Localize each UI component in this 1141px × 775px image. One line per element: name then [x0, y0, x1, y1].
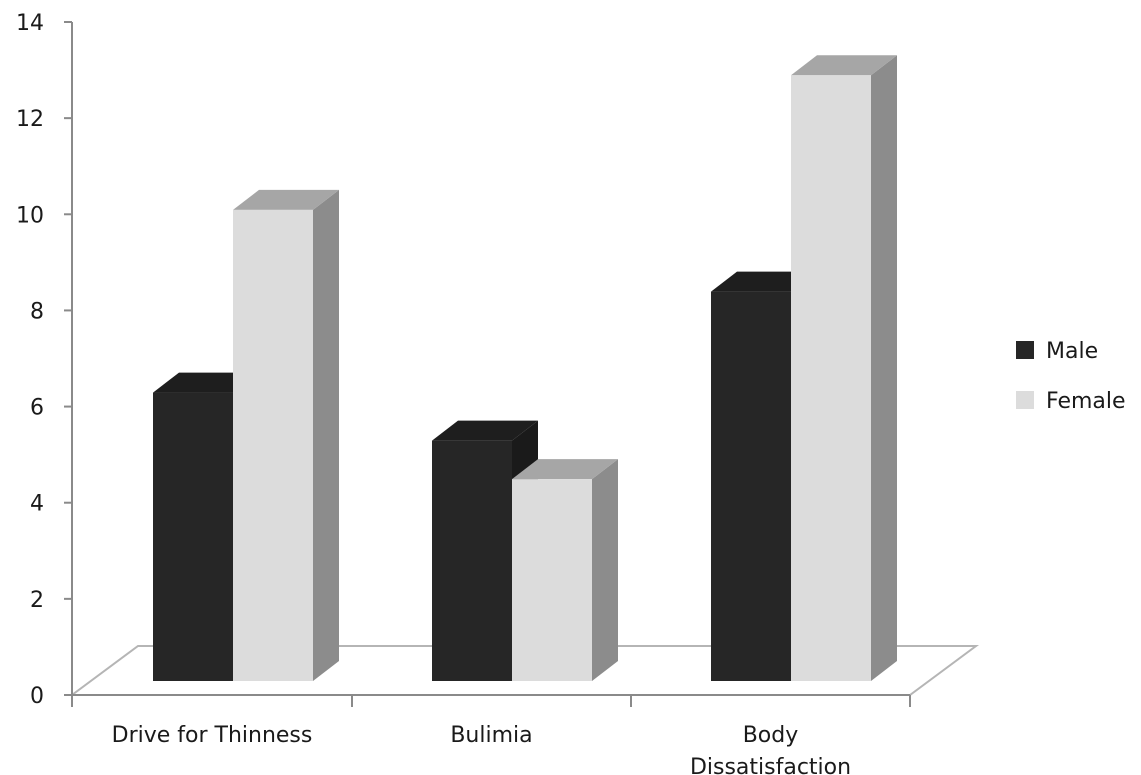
y-tick-label: 6 [30, 396, 44, 421]
bar-front-face [791, 75, 871, 682]
bar-top-face [233, 189, 339, 210]
y-tick-label: 12 [16, 107, 44, 132]
bar-top-face [711, 271, 817, 292]
bar-front-face [233, 209, 313, 681]
bar-side-face [592, 459, 618, 681]
bar-front-face [432, 440, 512, 681]
legend-swatch [1016, 341, 1034, 359]
bar-side-face [871, 55, 897, 682]
x-category-label: Bulimia [450, 723, 532, 748]
x-category-label: Body [743, 723, 799, 748]
y-tick-label: 2 [30, 588, 44, 613]
y-tick-label: 0 [30, 684, 44, 709]
x-category-label: Dissatisfaction [690, 755, 851, 775]
bar-front-face [512, 479, 592, 681]
bar-side-face [313, 189, 339, 681]
bar-front-face [153, 392, 233, 681]
bar-female-1 [512, 459, 618, 681]
y-tick-label: 8 [30, 299, 44, 324]
bar-top-face [791, 55, 897, 76]
bar-top-face [153, 372, 259, 393]
bar-female-0 [233, 189, 339, 681]
y-tick-label: 14 [16, 11, 44, 36]
legend-swatch [1016, 391, 1034, 409]
y-tick-label: 10 [16, 203, 44, 228]
bar-front-face [711, 291, 791, 681]
legend-label: Male [1046, 339, 1098, 364]
bar-female-2 [791, 55, 897, 682]
bar-top-face [432, 420, 538, 441]
y-tick-label: 4 [30, 492, 44, 517]
x-category-label: Drive for Thinness [112, 723, 313, 748]
bar-top-face [512, 459, 618, 480]
legend-label: Female [1046, 389, 1126, 414]
